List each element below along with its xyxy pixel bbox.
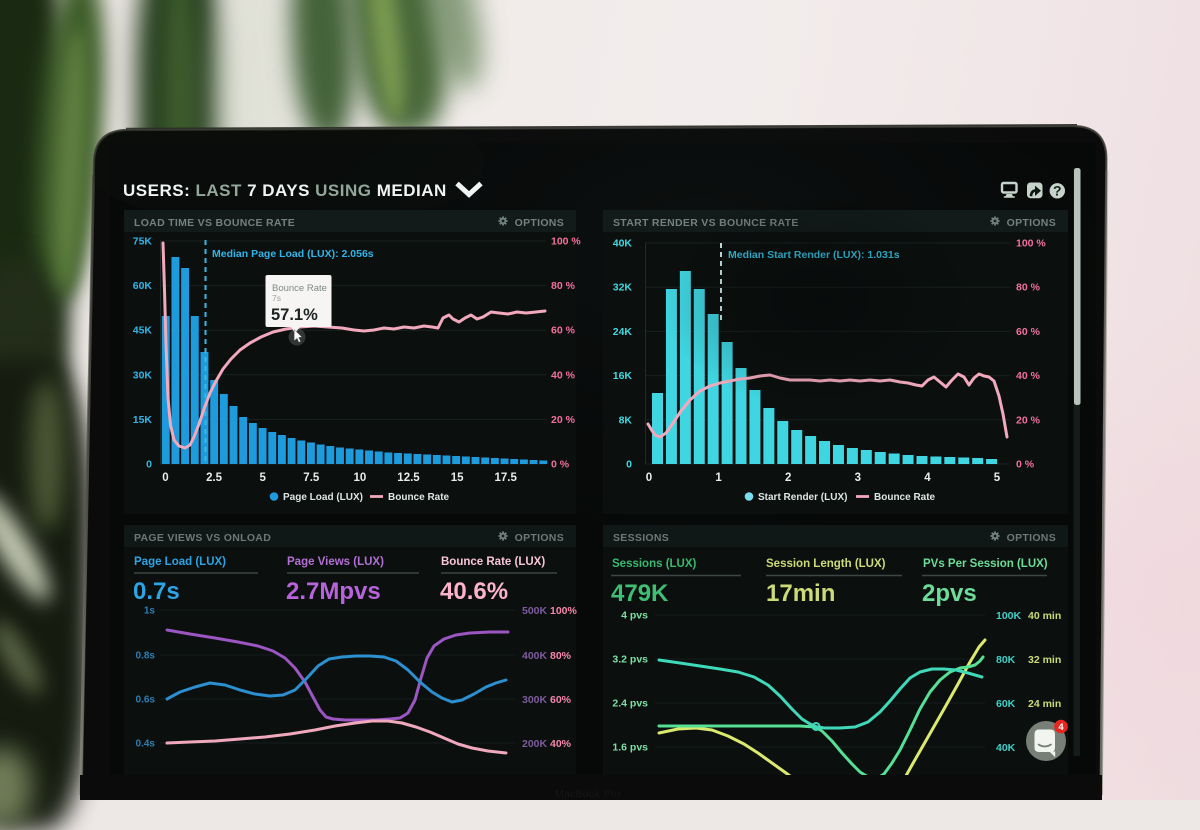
svg-text:Median Page Load (LUX): 2.056s: Median Page Load (LUX): 2.056s — [212, 248, 374, 260]
svg-text:20 %: 20 % — [1016, 414, 1041, 426]
svg-text:OPTIONS: OPTIONS — [1007, 532, 1056, 544]
svg-text:40%: 40% — [550, 738, 572, 750]
svg-text:100 %: 100 % — [1016, 238, 1046, 250]
svg-text:7.5: 7.5 — [303, 472, 320, 484]
svg-text:0.8s: 0.8s — [136, 651, 156, 662]
svg-text:60K: 60K — [133, 280, 153, 292]
svg-text:4 pvs: 4 pvs — [621, 610, 648, 622]
svg-text:OPTIONS: OPTIONS — [515, 532, 564, 544]
svg-text:40.6%: 40.6% — [440, 578, 508, 605]
svg-text:80K: 80K — [996, 654, 1016, 666]
svg-text:100 %: 100 % — [551, 236, 581, 248]
svg-text:1s: 1s — [144, 606, 156, 617]
svg-text:24K: 24K — [613, 326, 633, 338]
svg-text:OPTIONS: OPTIONS — [515, 217, 564, 229]
svg-text:45K: 45K — [133, 325, 153, 337]
svg-text:100%: 100% — [550, 605, 578, 617]
svg-text:Session Length (LUX): Session Length (LUX) — [766, 558, 886, 570]
svg-text:0.4s: 0.4s — [136, 739, 156, 750]
svg-text:Bounce Rate: Bounce Rate — [388, 492, 450, 503]
svg-text:60%: 60% — [550, 694, 572, 706]
svg-text:Sessions (LUX): Sessions (LUX) — [612, 558, 697, 570]
svg-text:40 %: 40 % — [551, 369, 576, 381]
svg-text:Page Load (LUX): Page Load (LUX) — [283, 492, 363, 503]
svg-text:4: 4 — [924, 472, 931, 484]
svg-text:60 %: 60 % — [551, 325, 576, 337]
svg-text:17.5: 17.5 — [495, 472, 518, 484]
svg-text:7s: 7s — [272, 293, 281, 303]
svg-text:OPTIONS: OPTIONS — [1007, 217, 1056, 229]
svg-text:2.5: 2.5 — [206, 472, 223, 484]
svg-text:80 %: 80 % — [551, 280, 576, 292]
svg-text:40K: 40K — [996, 742, 1016, 754]
svg-text:1.6 pvs: 1.6 pvs — [612, 742, 648, 754]
svg-text:Page Load (LUX): Page Load (LUX) — [134, 556, 226, 568]
svg-text:12.5: 12.5 — [397, 472, 420, 484]
svg-text:57.1%: 57.1% — [271, 306, 318, 324]
svg-text:MacBook Pro: MacBook Pro — [555, 789, 621, 800]
svg-text:24 min: 24 min — [1028, 698, 1061, 710]
svg-text:40 min: 40 min — [1028, 610, 1061, 622]
svg-text:16K: 16K — [613, 370, 633, 382]
svg-text:20 %: 20 % — [551, 414, 576, 426]
svg-text:3.2 pvs: 3.2 pvs — [612, 654, 648, 666]
svg-text:479K: 479K — [611, 580, 669, 607]
svg-text:8K: 8K — [619, 414, 633, 426]
svg-text:Page Views (LUX): Page Views (LUX) — [287, 556, 384, 568]
svg-text:PAGE VIEWS VS ONLOAD: PAGE VIEWS VS ONLOAD — [134, 532, 271, 544]
svg-text:15: 15 — [451, 472, 464, 484]
svg-text:2.4 pvs: 2.4 pvs — [612, 698, 648, 710]
svg-text:80%: 80% — [550, 650, 572, 662]
svg-text:80 %: 80 % — [1016, 282, 1041, 294]
svg-text:PVs Per Session (LUX): PVs Per Session (LUX) — [923, 558, 1048, 570]
svg-text:100K: 100K — [996, 610, 1022, 622]
svg-text:75K: 75K — [133, 236, 153, 248]
svg-text:2.7Mpvs: 2.7Mpvs — [286, 578, 381, 605]
svg-text:LOAD TIME VS BOUNCE RATE: LOAD TIME VS BOUNCE RATE — [134, 217, 295, 229]
svg-text:5: 5 — [259, 472, 266, 484]
svg-text:30K: 30K — [133, 369, 153, 381]
svg-text:Bounce Rate (LUX): Bounce Rate (LUX) — [441, 556, 545, 568]
svg-text:Bounce Rate: Bounce Rate — [272, 283, 327, 294]
svg-text:60 %: 60 % — [1016, 326, 1041, 338]
svg-text:17min: 17min — [766, 580, 835, 607]
svg-text:0.6s: 0.6s — [136, 695, 156, 706]
svg-text:0.7s: 0.7s — [133, 578, 180, 605]
svg-text:3: 3 — [855, 472, 861, 484]
svg-text:60K: 60K — [996, 698, 1016, 710]
svg-text:SESSIONS: SESSIONS — [613, 532, 669, 544]
svg-text:0: 0 — [626, 459, 632, 471]
svg-text:200K: 200K — [522, 738, 548, 750]
svg-text:10: 10 — [354, 472, 367, 484]
svg-text:0: 0 — [146, 459, 152, 471]
svg-text:Bounce Rate: Bounce Rate — [874, 492, 936, 503]
svg-text:32 min: 32 min — [1028, 654, 1061, 666]
svg-text:5: 5 — [994, 472, 1001, 484]
svg-text:1: 1 — [715, 472, 722, 484]
svg-text:400K: 400K — [522, 650, 548, 662]
svg-text:0: 0 — [646, 472, 652, 484]
svg-text:0: 0 — [162, 472, 168, 484]
svg-text:300K: 300K — [522, 694, 548, 706]
svg-text:500K: 500K — [522, 605, 548, 617]
svg-text:2pvs: 2pvs — [922, 580, 977, 607]
svg-text:2: 2 — [785, 472, 791, 484]
svg-text:Start Render (LUX): Start Render (LUX) — [758, 492, 847, 503]
svg-text:40K: 40K — [613, 238, 633, 250]
svg-text:40 %: 40 % — [1016, 370, 1041, 382]
svg-text:32K: 32K — [613, 282, 633, 294]
svg-text:?: ? — [1053, 183, 1062, 199]
svg-text:USERS: LAST 7 DAYS USING MEDIA: USERS: LAST 7 DAYS USING MEDIAN — [123, 181, 447, 200]
svg-text:0 %: 0 % — [1016, 459, 1035, 471]
svg-text:15K: 15K — [133, 414, 153, 426]
svg-text:4: 4 — [1058, 722, 1064, 733]
svg-text:0 %: 0 % — [551, 459, 570, 471]
